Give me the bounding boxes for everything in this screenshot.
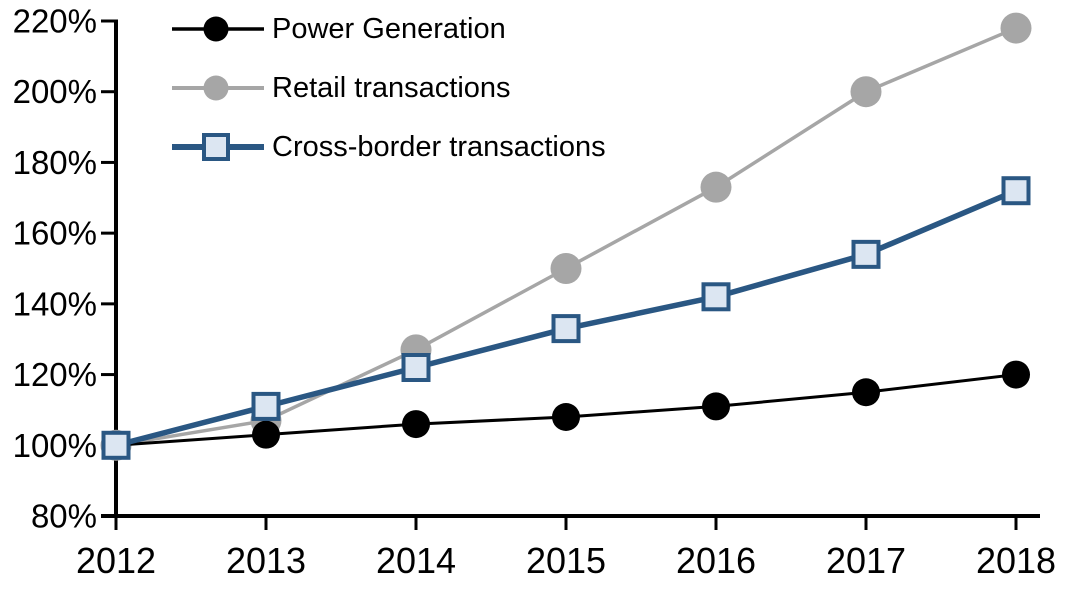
legend-item-cross-border-transactions: Cross-border transactions (170, 129, 606, 165)
data-point-retail-transactions-2015 (550, 253, 582, 284)
data-point-retail-transactions-2018 (1000, 12, 1032, 44)
legend-label: Power Generation (272, 13, 506, 45)
data-point-cross-border-transactions-2015 (551, 314, 581, 344)
data-point-cross-border-transactions-2012 (101, 430, 131, 460)
y-axis-tick-label: 80% (31, 498, 97, 535)
x-axis-tick-label: 2017 (826, 540, 906, 581)
legend-marker (203, 16, 229, 42)
x-axis-tick-label: 2013 (226, 540, 306, 581)
legend-marker (203, 75, 229, 101)
data-point-cross-border-transactions-2013 (251, 391, 281, 421)
y-axis-tick-label: 160% (13, 215, 97, 252)
y-axis-tick-label: 220% (13, 3, 97, 40)
y-axis-tick-label: 140% (13, 285, 97, 322)
axes: 80% 100% 120% 140% 160% 180% 200% 220% 2012 2013 2… (13, 3, 1056, 582)
legend-swatch-circle-gray-icon (172, 75, 264, 101)
series-power-generation (102, 360, 1030, 460)
x-axis-tick-label: 2012 (76, 540, 156, 581)
legend-label: Retail transactions (272, 72, 511, 104)
legend-swatch-circle-black-icon (172, 16, 264, 42)
data-point-cross-border-transactions-2018 (1001, 176, 1031, 206)
data-point-power-generation-2018 (1002, 360, 1030, 389)
y-axis-tick-label: 200% (13, 73, 97, 110)
legend-marker (202, 133, 230, 161)
y-axis-tick-label: 100% (13, 427, 97, 464)
data-point-power-generation-2017 (852, 378, 880, 407)
chart-legend: Power Generation Retail transactions Cro… (170, 11, 606, 165)
data-point-cross-border-transactions-2014 (401, 353, 431, 382)
legend-item-power-generation: Power Generation (170, 11, 606, 47)
x-axis-tick-label: 2015 (526, 540, 606, 581)
data-point-cross-border-transactions-2016 (701, 282, 731, 312)
y-axis-tick-label: 120% (13, 356, 97, 393)
data-point-power-generation-2016 (702, 392, 730, 421)
x-axis-tick-label: 2016 (676, 540, 756, 581)
y-axis-tick-label: 180% (13, 144, 97, 181)
legend-label: Cross-border transactions (272, 131, 606, 163)
data-point-power-generation-2015 (552, 403, 580, 431)
series-cross-border-transactions (101, 176, 1031, 460)
legend-item-retail-transactions: Retail transactions (170, 70, 606, 106)
data-point-cross-border-transactions-2017 (851, 239, 881, 269)
legend-swatch-square-blue-icon (172, 133, 264, 161)
x-axis-tick-label: 2014 (376, 540, 456, 581)
x-axis-tick-label: 2018 (976, 540, 1056, 581)
data-point-power-generation-2013 (252, 420, 280, 449)
data-point-retail-transactions-2016 (700, 171, 732, 203)
data-point-power-generation-2014 (402, 410, 430, 439)
data-point-retail-transactions-2017 (850, 76, 882, 108)
